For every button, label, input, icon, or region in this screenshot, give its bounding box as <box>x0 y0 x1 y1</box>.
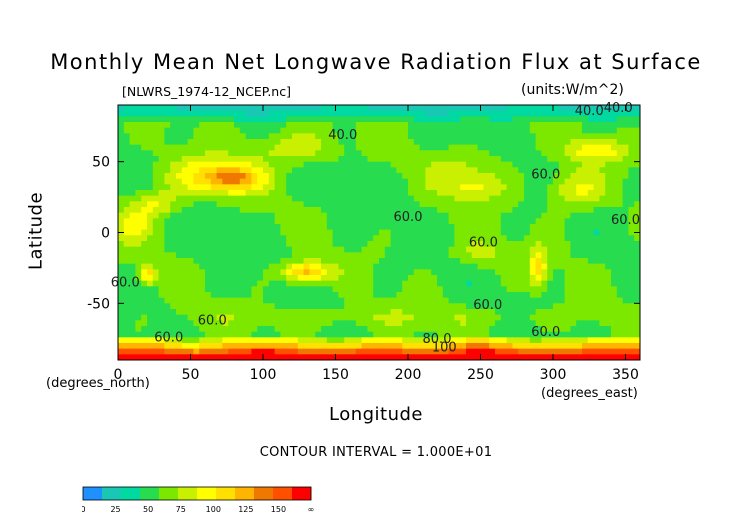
colorbar-tick-label: 50 <box>143 505 153 514</box>
colorbar-swatch <box>216 487 236 500</box>
contour-label: 60.0 <box>473 298 502 313</box>
colorbar-tick-label: 75 <box>176 505 186 514</box>
colorbar-swatch <box>292 487 312 500</box>
contour-label: 60.0 <box>531 325 560 340</box>
contour-label: 80.0 <box>423 332 452 347</box>
y-tick-label: 50 <box>92 155 110 171</box>
colorbar-tick-label: 125 <box>238 505 253 514</box>
chart-title: Monthly Mean Net Longwave Radiation Flux… <box>50 50 702 74</box>
contour-label: 100 <box>432 341 457 356</box>
colorbar-swatch <box>83 487 103 500</box>
colorbar-swatch <box>102 487 122 500</box>
contour-label: 60.0 <box>611 213 640 228</box>
x-tick-label: 100 <box>250 367 277 383</box>
colorbar-tick-label: ∞ <box>308 505 315 514</box>
y-unit-label: (degrees_north) <box>46 376 150 391</box>
contour-label: 60.0 <box>154 331 183 346</box>
x-tick-label: 50 <box>182 367 200 383</box>
contour-interval-text: CONTOUR INTERVAL = 1.000E+01 <box>259 445 493 460</box>
x-tick-label: 200 <box>395 367 422 383</box>
contour-label: 40.0 <box>328 128 357 143</box>
colorbar-tick-label: 0 <box>82 505 86 514</box>
colorbar-frame <box>82 486 312 501</box>
x-unit-label: (degrees_east) <box>541 386 638 401</box>
plot-area: 40.040.0 40.060.060.0 60.060.060.060.060.0… <box>87 101 641 383</box>
y-tick-label: 0 <box>101 226 110 242</box>
colorbar-swatch <box>197 487 217 500</box>
colorbar-tick-label: 150 <box>271 505 286 514</box>
colorbar-swatch <box>121 487 141 500</box>
colorbar: 0 25 50 75 100 125 150 ∞ <box>82 486 315 514</box>
contour-label: 60.0 <box>469 236 498 251</box>
colorbar-swatch <box>159 487 179 500</box>
contour-label: 40.0 <box>604 101 633 116</box>
contour-label: 60.0 <box>111 275 140 290</box>
colorbar-tick-label: 100 <box>206 505 221 514</box>
y-axis-label: Latitude <box>25 191 47 271</box>
colorbar-swatch <box>140 487 160 500</box>
colorbar-swatch <box>273 487 293 500</box>
contour-label: 60.0 <box>198 314 227 329</box>
x-axis-label: Longitude <box>328 404 424 425</box>
x-tick-label: 250 <box>467 367 494 383</box>
contour-label: 60.0 <box>394 210 423 225</box>
x-tick-label: 350 <box>612 367 639 383</box>
data-field <box>118 105 640 360</box>
contour-label: 40.0 <box>575 104 604 119</box>
x-tick-label: 300 <box>540 367 567 383</box>
colorbar-swatch <box>235 487 255 500</box>
colorbar-swatch <box>178 487 198 500</box>
x-tick-label: 0 <box>114 367 123 383</box>
colorbar-swatch <box>254 487 274 500</box>
colorbar-tick-label: 25 <box>110 505 120 514</box>
y-tick-label: -50 <box>87 296 110 312</box>
x-tick-label: 150 <box>322 367 349 383</box>
file-label: [NLWRS_1974-12_NCEP.nc] <box>122 84 291 99</box>
units-label: (units:W/m^2) <box>521 82 624 98</box>
contour-label: 60.0 <box>531 168 560 183</box>
